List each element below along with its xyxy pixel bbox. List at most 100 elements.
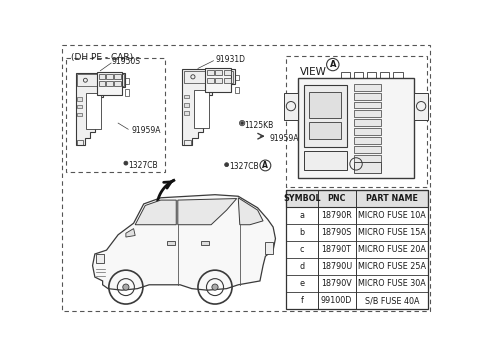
Bar [284, 93, 298, 120]
Text: 18790S: 18790S [322, 228, 352, 237]
Bar [167, 241, 175, 245]
Text: 91950S: 91950S [112, 57, 141, 66]
Text: 1327CB: 1327CB [229, 163, 259, 171]
Bar [235, 87, 239, 93]
Bar [77, 105, 82, 108]
Bar [354, 71, 363, 78]
Bar [354, 146, 381, 153]
Bar [367, 71, 376, 78]
Bar [207, 70, 214, 75]
Bar [107, 74, 113, 79]
Polygon shape [75, 73, 125, 145]
Text: c: c [300, 245, 304, 254]
Circle shape [225, 163, 228, 166]
Bar [205, 68, 231, 92]
Bar [125, 89, 129, 96]
Text: MICRO FUSE 15A: MICRO FUSE 15A [358, 228, 426, 237]
Bar [207, 77, 214, 83]
Bar [107, 81, 113, 86]
Bar [286, 190, 428, 309]
Circle shape [240, 120, 245, 126]
Text: PART NAME: PART NAME [366, 194, 418, 203]
Bar [354, 162, 381, 173]
Text: a: a [300, 211, 304, 220]
Bar [286, 56, 427, 187]
Text: 18790R: 18790R [321, 211, 352, 220]
Bar [125, 78, 129, 83]
Bar [77, 113, 82, 116]
Bar [265, 243, 273, 254]
Bar [96, 254, 104, 263]
Bar [286, 190, 428, 207]
Bar [304, 151, 347, 170]
Text: 18790V: 18790V [321, 279, 352, 288]
Bar [340, 71, 350, 78]
Bar [380, 71, 389, 78]
Text: PNC: PNC [327, 194, 346, 203]
Bar [354, 128, 381, 135]
Circle shape [124, 161, 128, 165]
Text: 1125KB: 1125KB [244, 121, 274, 130]
Bar [184, 140, 191, 145]
Bar [354, 111, 381, 117]
Bar [224, 77, 230, 83]
Bar [354, 137, 381, 144]
Bar [184, 70, 233, 83]
Text: 91959A: 91959A [269, 134, 299, 143]
Text: MICRO FUSE 25A: MICRO FUSE 25A [358, 262, 426, 271]
Bar [354, 164, 381, 170]
Text: SYMBOL: SYMBOL [283, 194, 321, 203]
Text: 18790U: 18790U [321, 262, 352, 271]
Text: VIEW: VIEW [300, 67, 327, 77]
Bar [77, 74, 123, 86]
Polygon shape [93, 195, 276, 290]
Text: b: b [300, 228, 304, 237]
Bar [215, 70, 222, 75]
Bar [66, 58, 166, 171]
Text: 1327CB: 1327CB [128, 161, 158, 170]
Text: 91931D: 91931D [215, 55, 245, 64]
Bar [201, 241, 209, 245]
Bar [235, 75, 239, 80]
Bar [304, 86, 347, 147]
Polygon shape [238, 198, 263, 225]
Text: (DH PE - CAR): (DH PE - CAR) [71, 53, 133, 62]
Bar [98, 81, 105, 86]
Bar [354, 84, 381, 91]
Bar [86, 93, 100, 129]
Bar [114, 74, 121, 79]
Bar [309, 122, 341, 139]
Circle shape [212, 284, 218, 290]
Text: S/B FUSE 40A: S/B FUSE 40A [365, 296, 419, 306]
Text: 99100D: 99100D [321, 296, 352, 306]
Text: MICRO FUSE 30A: MICRO FUSE 30A [358, 279, 426, 288]
Polygon shape [126, 228, 135, 237]
Text: MICRO FUSE 20A: MICRO FUSE 20A [358, 245, 426, 254]
Text: 91959A: 91959A [132, 126, 161, 135]
Text: A: A [330, 60, 336, 69]
Polygon shape [178, 199, 237, 225]
Bar [224, 70, 230, 75]
Polygon shape [135, 200, 176, 225]
Text: A: A [263, 161, 268, 170]
Bar [98, 74, 105, 79]
Bar [354, 155, 381, 162]
Circle shape [123, 284, 129, 290]
Bar [215, 77, 222, 83]
Bar [354, 119, 381, 126]
Bar [184, 103, 190, 107]
Text: 18790T: 18790T [322, 245, 352, 254]
Bar [309, 92, 341, 119]
Bar [354, 93, 381, 100]
Bar [184, 95, 190, 98]
Bar [298, 78, 414, 178]
Text: e: e [300, 279, 304, 288]
Bar [77, 140, 84, 145]
Text: f: f [300, 296, 303, 306]
Text: d: d [300, 262, 304, 271]
Circle shape [241, 122, 243, 124]
Bar [393, 71, 403, 78]
Text: MICRO FUSE 10A: MICRO FUSE 10A [358, 211, 426, 220]
Bar [184, 112, 190, 115]
Bar [77, 97, 82, 101]
